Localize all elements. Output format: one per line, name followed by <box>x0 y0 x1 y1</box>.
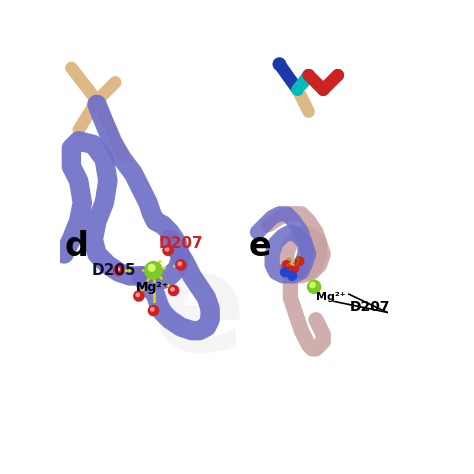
Circle shape <box>292 84 303 95</box>
Circle shape <box>303 70 314 81</box>
Circle shape <box>145 262 162 279</box>
Text: D207: D207 <box>350 300 391 314</box>
Circle shape <box>92 96 102 106</box>
Text: D207: D207 <box>159 236 204 251</box>
Circle shape <box>288 272 297 280</box>
Text: e: e <box>152 245 246 380</box>
Circle shape <box>148 264 155 271</box>
Circle shape <box>308 280 321 293</box>
Circle shape <box>73 125 84 135</box>
Circle shape <box>168 285 179 296</box>
Circle shape <box>110 77 120 88</box>
Circle shape <box>178 262 182 265</box>
Circle shape <box>114 265 124 275</box>
Circle shape <box>283 261 291 269</box>
Circle shape <box>107 125 117 135</box>
Text: D205: D205 <box>91 263 136 278</box>
Circle shape <box>176 260 186 270</box>
Circle shape <box>295 257 304 265</box>
Circle shape <box>134 291 144 301</box>
Circle shape <box>310 283 315 288</box>
Circle shape <box>148 305 159 316</box>
Circle shape <box>136 293 139 296</box>
Circle shape <box>290 264 299 273</box>
Text: Mg²⁺: Mg²⁺ <box>316 292 346 302</box>
Text: Mg²⁺: Mg²⁺ <box>136 282 169 294</box>
Text: d: d <box>65 230 89 263</box>
Circle shape <box>171 288 174 291</box>
Circle shape <box>281 268 289 277</box>
Circle shape <box>151 308 154 311</box>
Circle shape <box>163 245 173 255</box>
Circle shape <box>116 268 119 271</box>
Circle shape <box>318 84 328 95</box>
Text: e: e <box>248 230 271 263</box>
Circle shape <box>118 150 128 161</box>
Circle shape <box>165 247 169 251</box>
Text: 2.7: 2.7 <box>285 258 301 268</box>
Circle shape <box>273 58 286 70</box>
Circle shape <box>332 70 343 81</box>
Circle shape <box>304 107 313 117</box>
